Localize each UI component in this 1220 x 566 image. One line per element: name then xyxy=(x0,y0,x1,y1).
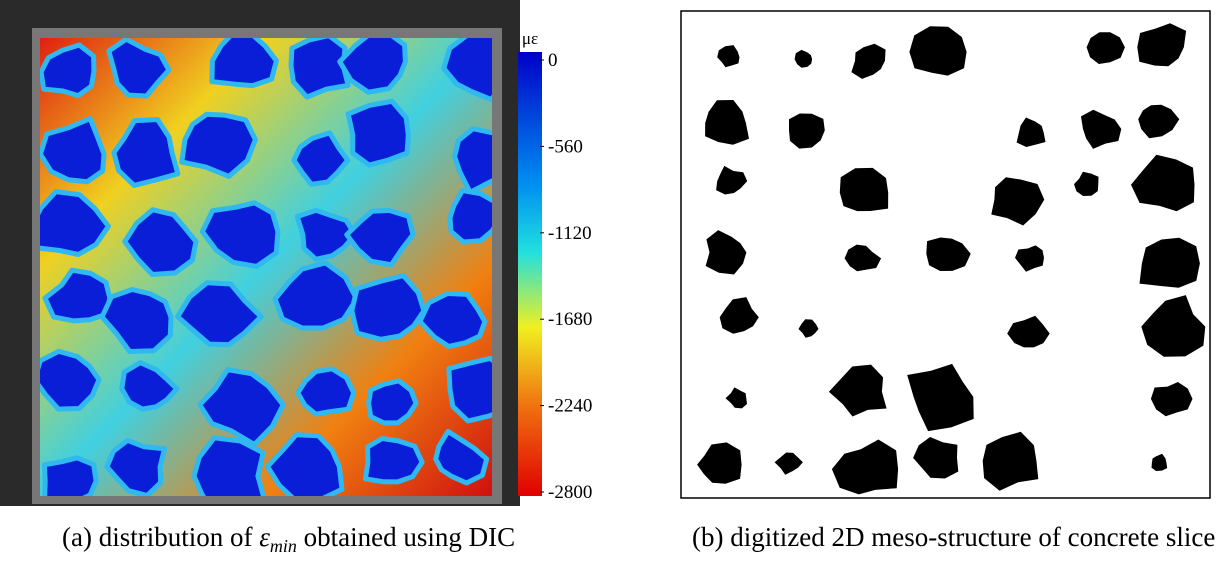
caption-left: (a) distribution of εmin obtained using … xyxy=(62,522,515,557)
low-strain-region xyxy=(42,267,113,324)
low-strain-region xyxy=(41,455,99,496)
aggregate xyxy=(828,364,887,417)
aggregates xyxy=(697,23,1206,495)
aggregate xyxy=(1150,382,1193,417)
low-strain-regions xyxy=(40,38,492,496)
colorbar-tick-label: -2240 xyxy=(548,396,592,417)
low-strain-region xyxy=(433,428,490,486)
low-strain-region xyxy=(447,188,492,245)
caption-text: obtained using DIC xyxy=(303,522,516,552)
colorbar-ticks: 0 -560 -1120 -1680 -2240 -2800 xyxy=(540,50,592,503)
low-strain-region xyxy=(345,98,411,168)
low-strain-region xyxy=(197,367,286,447)
aggregate xyxy=(851,43,886,79)
aggregate xyxy=(1139,237,1200,288)
low-strain-region xyxy=(344,207,416,268)
low-strain-region xyxy=(104,437,167,496)
aggregate xyxy=(1007,315,1050,348)
colorbar-tick-label: -1680 xyxy=(548,309,592,330)
low-strain-region xyxy=(179,111,258,179)
aggregate xyxy=(794,49,813,68)
aggregate xyxy=(1141,295,1206,357)
low-strain-region xyxy=(288,38,351,100)
aggregate xyxy=(926,237,971,271)
caption-symbol: ε xyxy=(259,522,270,552)
aggregate xyxy=(774,452,803,475)
low-strain-region xyxy=(122,207,199,277)
colorbar-tick-label: -560 xyxy=(548,136,583,157)
aggregate xyxy=(844,244,882,272)
low-strain-region xyxy=(106,38,172,99)
aggregate xyxy=(1137,23,1187,67)
low-strain-region xyxy=(265,432,345,496)
colorbar xyxy=(518,52,542,496)
low-strain-region xyxy=(111,117,181,188)
aggregate xyxy=(798,319,819,338)
low-strain-region xyxy=(119,360,180,412)
colorbar-tick-label: -2800 xyxy=(548,482,592,503)
caption-subscript: min xyxy=(269,536,297,556)
aggregate xyxy=(1131,154,1195,212)
aggregate xyxy=(1015,245,1044,272)
aggregate xyxy=(1016,117,1046,147)
low-strain-region xyxy=(417,291,488,349)
aggregate xyxy=(839,167,889,212)
aggregate xyxy=(1074,171,1099,196)
low-strain-region xyxy=(362,436,425,485)
aggregate xyxy=(991,177,1045,226)
low-strain-region xyxy=(40,189,111,257)
low-strain-region xyxy=(175,280,264,348)
low-strain-region xyxy=(349,273,427,342)
low-strain-region xyxy=(441,38,492,103)
aggregate xyxy=(705,100,749,145)
aggregate xyxy=(831,439,899,495)
low-strain-region xyxy=(99,287,174,354)
low-strain-region xyxy=(294,207,358,262)
low-strain-region xyxy=(337,38,408,95)
aggregate xyxy=(705,230,747,275)
low-strain-region xyxy=(452,126,492,195)
low-strain-region xyxy=(40,348,102,412)
low-strain-region xyxy=(366,378,419,426)
aggregate xyxy=(716,165,748,195)
aggregate xyxy=(789,113,825,149)
caption-right: (b) digitized 2D meso-structure of concr… xyxy=(692,522,1216,552)
figure-panels: με 0 -560 -1120 -1680 -2240 -2800 xyxy=(0,0,1211,506)
aggregate xyxy=(1151,453,1168,471)
aggregate xyxy=(907,363,974,432)
aggregate xyxy=(909,26,967,76)
low-strain-region xyxy=(191,435,266,496)
low-strain-region xyxy=(209,38,279,89)
low-strain-region xyxy=(40,42,97,99)
low-strain-region xyxy=(199,200,281,269)
aggregate xyxy=(717,45,740,68)
aggregate xyxy=(982,431,1039,491)
low-strain-region xyxy=(272,260,360,331)
aggregate xyxy=(1086,32,1125,64)
aggregate xyxy=(697,442,742,484)
aggregate xyxy=(1081,109,1122,149)
colorbar-tick-label: -1120 xyxy=(548,223,592,244)
aggregate xyxy=(913,437,959,479)
aggregate xyxy=(725,387,747,409)
low-strain-region xyxy=(40,116,107,185)
colorbar-unit: με xyxy=(522,29,538,48)
aggregate xyxy=(719,297,759,334)
caption-text: (a) distribution of xyxy=(62,522,253,552)
colorbar-tick-label: 0 xyxy=(548,50,558,71)
aggregate xyxy=(1138,104,1180,139)
low-strain-region xyxy=(291,130,351,187)
low-strain-region xyxy=(446,355,492,424)
low-strain-region xyxy=(295,366,357,417)
